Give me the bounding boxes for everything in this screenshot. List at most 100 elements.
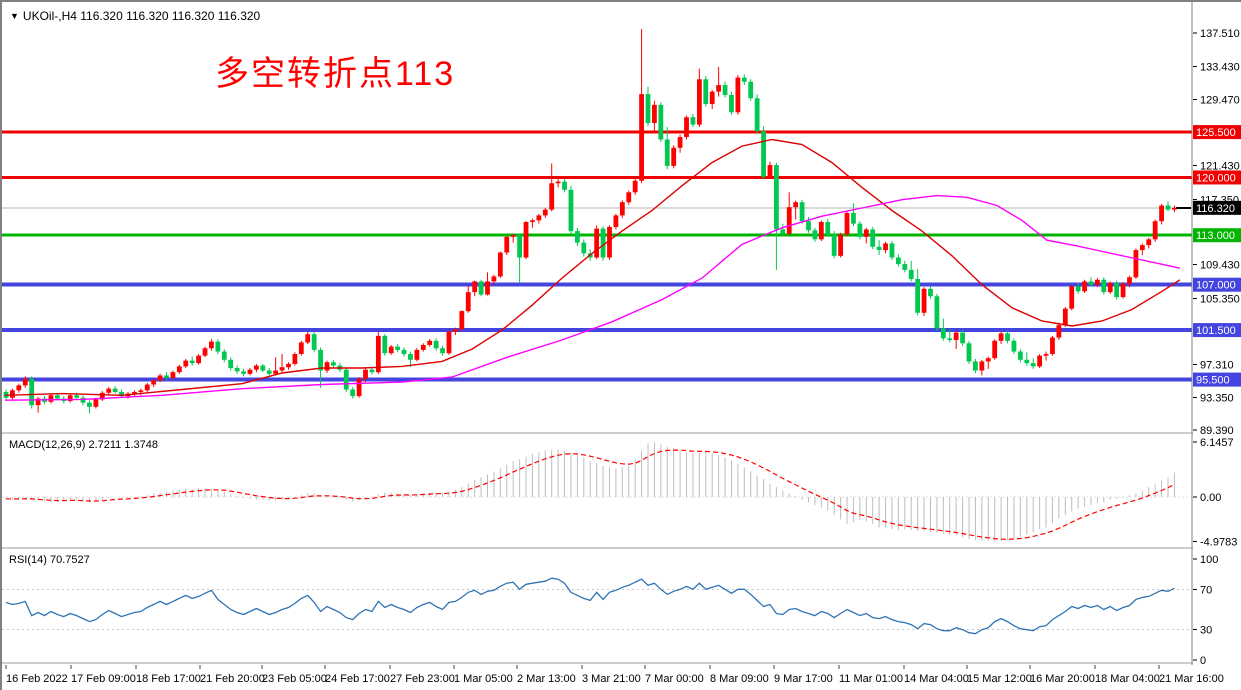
candle-body — [48, 395, 54, 402]
price-axis-label: 129.470 — [1200, 94, 1240, 106]
candle-body — [382, 335, 388, 354]
candle-body — [324, 362, 330, 371]
price-axis-label: 105.350 — [1200, 293, 1240, 305]
time-axis-label: 3 Mar 21:00 — [582, 673, 641, 685]
candle-body — [420, 344, 426, 350]
candle-body — [215, 341, 221, 352]
time-axis-label: 18 Mar 04:00 — [1095, 673, 1160, 685]
candle-body — [574, 231, 580, 243]
candle-body — [414, 349, 420, 360]
candle-body — [29, 378, 35, 406]
price-badge-101.500: 101.500 — [1196, 325, 1236, 337]
candle-body — [453, 329, 458, 332]
candle-body — [703, 79, 709, 105]
price-badge-125.500-bg — [1193, 125, 1241, 140]
candle-body — [729, 94, 734, 113]
candle-body — [465, 292, 471, 312]
time-axis-label: 17 Feb 09:00 — [71, 673, 136, 685]
candle-body — [67, 395, 73, 402]
candle-body — [992, 340, 998, 359]
candle-body — [311, 334, 317, 350]
candle-body — [1127, 277, 1132, 284]
candle-body — [735, 77, 741, 113]
candle-body — [658, 104, 664, 140]
candle-body — [369, 369, 375, 373]
candle-body — [305, 334, 311, 343]
candle-body — [1120, 283, 1126, 298]
time-axis-label: 15 Mar 12:00 — [967, 673, 1032, 685]
candle-body — [870, 229, 876, 247]
rsi-line — [5, 577, 1175, 635]
candle-body — [1101, 279, 1107, 293]
candle-body — [279, 367, 285, 371]
candle-body — [440, 348, 445, 354]
candle-body — [716, 85, 722, 92]
price-axis-label: 109.430 — [1200, 260, 1240, 272]
rsi-axis-label: 100 — [1200, 554, 1218, 566]
symbol-dropdown-icon[interactable]: ▼ — [10, 11, 19, 21]
candle-body — [1056, 325, 1062, 338]
candle-body — [536, 215, 542, 221]
candle-body — [632, 180, 638, 193]
candle-body — [112, 388, 118, 392]
candle-body — [510, 235, 516, 237]
ma-fast-red — [4, 138, 1181, 397]
candle-body — [356, 378, 362, 397]
candle-body — [671, 147, 677, 166]
price-badge-125.500: 125.500 — [1196, 127, 1236, 139]
candle-body — [806, 221, 811, 231]
candle-body — [1050, 337, 1055, 355]
candle-body — [998, 333, 1004, 341]
candle-body — [132, 391, 137, 394]
candle-body — [895, 257, 901, 265]
time-axis-label: 14 Mar 04:00 — [904, 673, 969, 685]
candle-body — [1107, 283, 1113, 293]
candles-group[interactable] — [3, 28, 1177, 414]
candle-body — [298, 342, 304, 355]
candle-body — [395, 346, 401, 350]
candle-body — [1069, 286, 1075, 309]
candle-body — [1139, 245, 1145, 251]
macd-signal-line — [5, 449, 1175, 540]
candle-body — [16, 385, 22, 391]
candle-body — [562, 181, 567, 190]
price-axis-label: 137.510 — [1200, 28, 1240, 40]
candle-body — [799, 202, 805, 222]
price-badge-120.000-bg — [1193, 170, 1241, 185]
candle-body — [1165, 205, 1171, 210]
candle-body — [594, 228, 600, 258]
candle-body — [1133, 250, 1139, 278]
candle-body — [530, 220, 535, 223]
candle-body — [1037, 355, 1043, 367]
chart-title: UKOil-,H4 116.320 116.320 116.320 116.32… — [22, 9, 261, 23]
price-axis-label: 133.430 — [1200, 62, 1240, 74]
candle-body — [228, 359, 234, 369]
candle-body — [690, 117, 696, 125]
price-axis-label: 121.430 — [1200, 161, 1240, 173]
price-badge-107.000-bg — [1193, 277, 1241, 292]
candle-body — [973, 361, 978, 371]
candle-body — [87, 402, 92, 407]
time-axis-label: 16 Mar 20:00 — [1030, 673, 1095, 685]
candle-body — [953, 332, 959, 340]
candle-body — [889, 243, 895, 258]
candle-body — [709, 91, 715, 105]
candle-body — [363, 369, 368, 379]
candle-body — [1017, 351, 1023, 360]
candle-body — [696, 79, 702, 125]
candle-body — [741, 77, 747, 82]
candle-body — [183, 360, 189, 367]
candle-body — [928, 288, 933, 297]
candle-body — [286, 363, 291, 368]
candle-body — [318, 349, 323, 371]
candle-body — [35, 398, 41, 406]
candle-body — [221, 351, 227, 360]
candle-body — [722, 85, 728, 95]
macd-indicator-label: MACD(12,26,9) 2.7211 1.3748 — [9, 439, 158, 451]
time-axis-label: 8 Mar 09:00 — [710, 673, 769, 685]
candle-body — [93, 399, 99, 407]
candle-body — [619, 202, 625, 216]
candle-body — [504, 236, 510, 253]
